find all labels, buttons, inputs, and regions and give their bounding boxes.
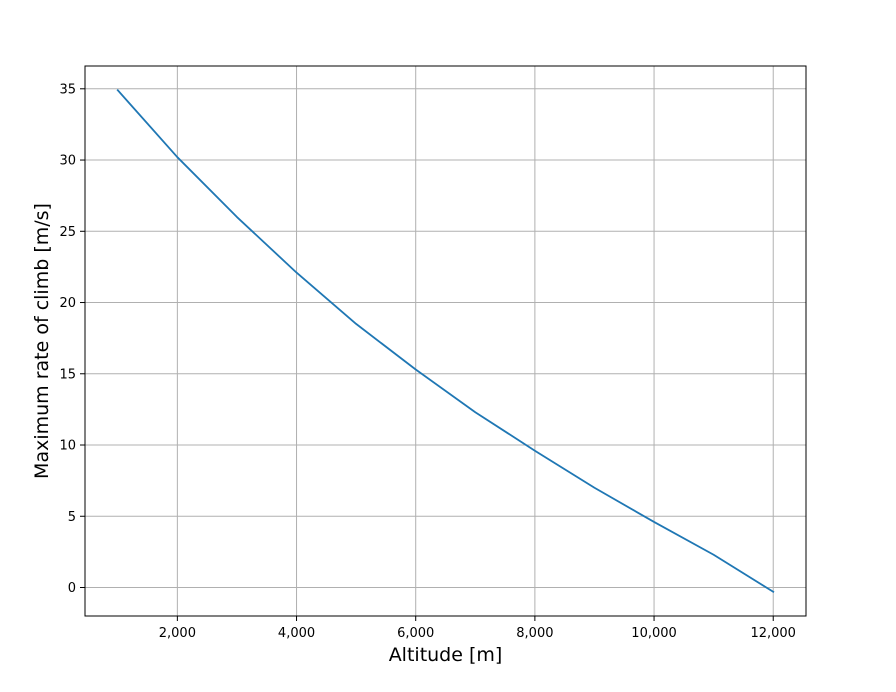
x-axis-label: Altitude [m]	[389, 644, 503, 666]
tick-labels: 2,000 4,000 6,000 8,000 10,000 12,000 0 5 10 15 20…	[59, 82, 796, 641]
y-tick-label: 35	[59, 82, 76, 97]
x-tick-label: 10,000	[631, 626, 677, 641]
series-layer	[116, 88, 775, 594]
y-tick-label: 10	[59, 439, 76, 454]
y-tick-label: 15	[59, 367, 76, 382]
y-tick-label: 25	[59, 225, 76, 240]
grid-lines	[85, 66, 806, 616]
y-tick-label: 20	[59, 296, 76, 311]
x-tick-label: 4,000	[278, 626, 315, 641]
x-tick-label: 8,000	[516, 626, 553, 641]
x-tick-label: 6,000	[397, 626, 434, 641]
y-tick-label: 30	[59, 154, 76, 169]
ticks	[80, 88, 774, 621]
series-line	[116, 88, 775, 594]
x-tick-label: 12,000	[750, 626, 796, 641]
y-tick-label: 5	[68, 510, 76, 525]
x-tick-label: 2,000	[159, 626, 196, 641]
y-axis-label: Maximum rate of climb [m/s]	[31, 203, 53, 479]
y-tick-label: 0	[68, 581, 76, 596]
plot-frame	[84, 65, 807, 617]
